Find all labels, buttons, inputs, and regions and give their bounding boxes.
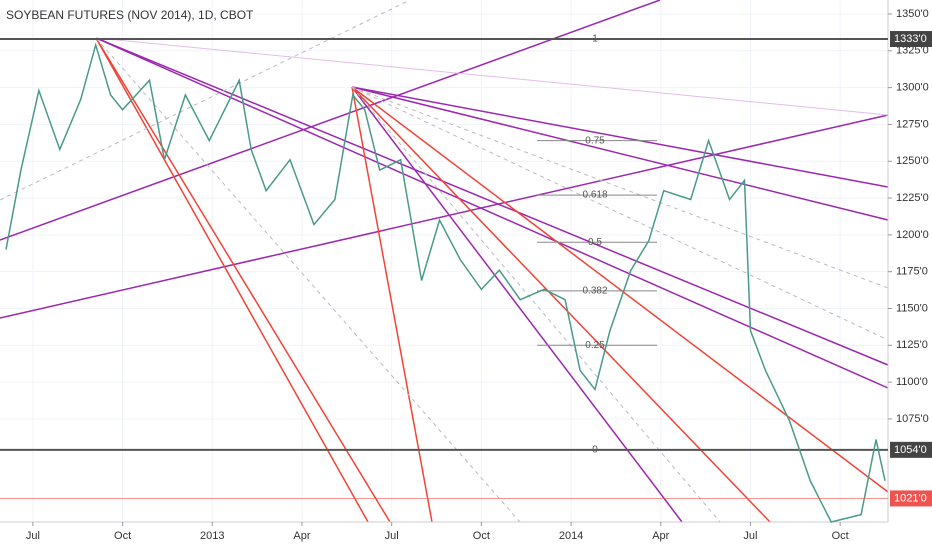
x-tick-label: Apr: [293, 530, 310, 542]
fib-level-label: 0.75: [585, 135, 605, 146]
price-line: [5, 42, 886, 523]
x-tick-label: Jul: [385, 530, 399, 542]
x-tick-label: Jul: [26, 530, 40, 542]
y-tick-label: 1275'0: [896, 118, 929, 130]
price-tag-box: [890, 490, 932, 507]
y-tick-label: 1300'0: [896, 82, 929, 94]
fib-level-label: 1: [592, 34, 598, 45]
x-tick-label: 2013: [200, 530, 224, 542]
fib-level-label: 0.5: [588, 237, 602, 248]
price-tag-label: 1333'0: [894, 33, 927, 45]
x-tick-label: Oct: [114, 530, 131, 542]
fib-level-label: 0.618: [582, 190, 607, 201]
y-tick-label: 1100'0: [896, 376, 928, 388]
x-tick-label: Apr: [652, 530, 669, 542]
fib-level-label: 0.25: [585, 340, 605, 351]
x-tick-label: Jul: [743, 530, 757, 542]
fib-level-label: 0.382: [582, 285, 607, 296]
chart-title: SOYBEAN FUTURES (NOV 2014), 1D, CBOT: [6, 8, 254, 22]
y-tick-label: 1350'0: [896, 8, 929, 20]
y-tick-label: 1225'0: [896, 192, 929, 204]
x-tick-label: Oct: [473, 530, 490, 542]
x-tick-label: 2014: [559, 530, 583, 542]
y-tick-label: 1200'0: [896, 229, 929, 241]
x-tick-label: Oct: [832, 530, 849, 542]
y-tick-label: 1250'0: [896, 155, 929, 167]
y-tick-label: 1175'0: [896, 266, 928, 278]
fib-level-label: 0: [592, 444, 598, 455]
price-tag-label: 1021'0: [894, 492, 927, 504]
price-tag-box: [890, 31, 932, 48]
price-tag-label: 1054'0: [894, 444, 927, 456]
y-tick-label: 1150'0: [896, 302, 928, 314]
y-tick-label: 1075'0: [896, 413, 929, 425]
y-tick-label: 1125'0: [896, 339, 928, 351]
y-tick-label: 1325'0: [896, 45, 929, 57]
price-tag-box: [890, 441, 932, 458]
